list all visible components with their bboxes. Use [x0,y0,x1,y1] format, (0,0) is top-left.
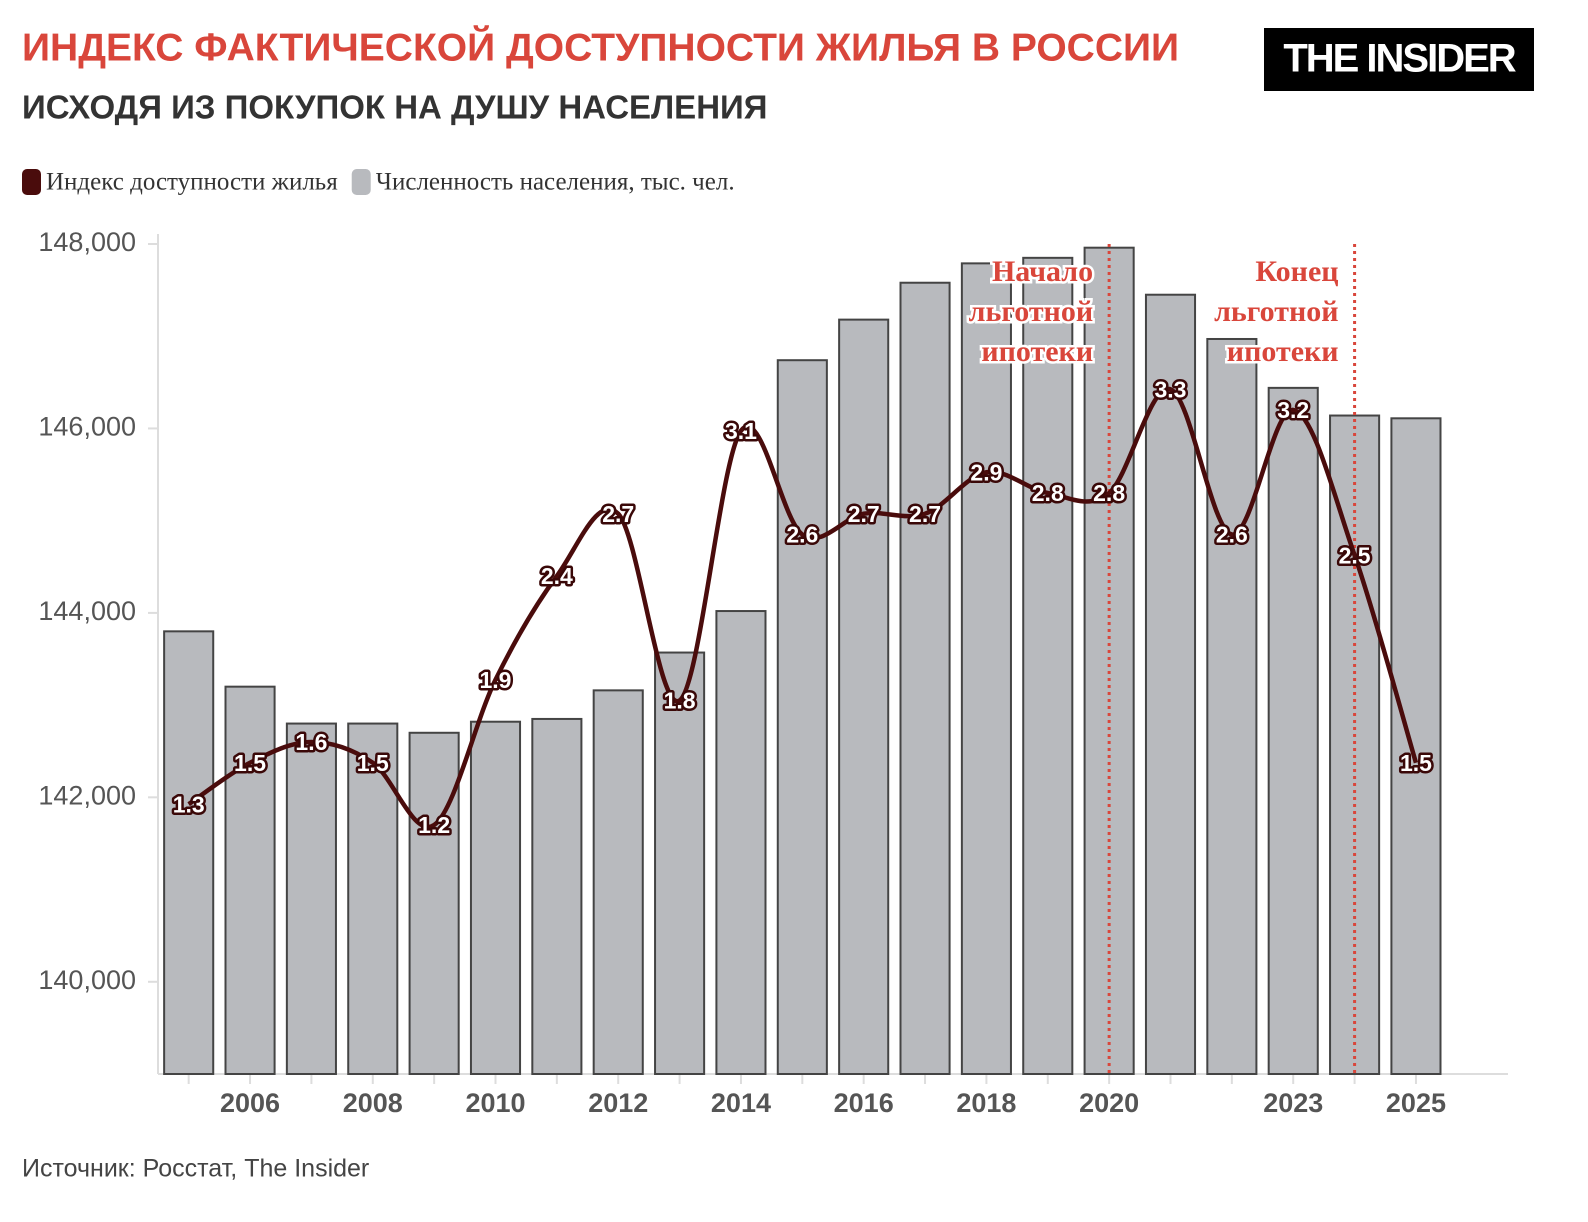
annotation-text: льготной [1214,295,1338,328]
bar [1144,293,1197,1075]
bar [715,610,767,1075]
legend-label: Численность населения, тыс. чел. [376,169,735,196]
data-label: 1.5 [1400,750,1432,776]
bar [224,685,276,1076]
data-label: 2.8 [1032,480,1064,506]
data-label: 2.7 [602,501,634,527]
y-tick-label: 146,000 [38,412,136,442]
legend-label: Индекс доступности жилья [46,169,338,196]
annotation-text: Начало [992,255,1093,288]
x-tick-label: 2016 [834,1088,894,1118]
x-tick-label: 2023 [1263,1088,1323,1118]
y-tick-label: 144,000 [38,596,136,626]
data-label: 1.9 [480,667,512,693]
annotation-text: льготной [969,295,1093,328]
annotation-text: ипотеки [981,335,1093,368]
data-label: 2.8 [1093,480,1125,506]
data-label: 1.3 [173,791,205,817]
annotation-text: Конец [1255,255,1338,288]
legend-swatch [351,169,371,195]
data-label: 3.3 [1155,376,1187,402]
x-tick-label: 2012 [588,1088,648,1118]
y-tick-label: 140,000 [38,965,136,995]
logo-box [1264,28,1534,91]
data-label: 1.2 [418,812,450,838]
bar [1267,386,1319,1076]
index-line [187,386,1419,830]
data-label: 2.4 [541,563,573,589]
data-label: 1.6 [295,729,327,755]
bar [285,722,337,1075]
bar [531,717,583,1075]
bar [347,722,399,1075]
data-label: 2.9 [970,459,1002,485]
bar [592,689,644,1075]
bar [469,720,522,1075]
legend-swatch [22,169,41,195]
bar [1022,256,1074,1076]
y-tick-label: 142,000 [38,780,136,810]
bar [838,318,890,1076]
bar [163,630,215,1075]
data-label: 1.5 [357,750,389,776]
data-label: 3.2 [1277,397,1309,423]
data-label: 1.5 [234,750,266,776]
bar [960,262,1012,1076]
bar [776,359,828,1075]
bar [1206,337,1258,1075]
bar [1329,414,1381,1075]
bar [654,651,706,1075]
chart-subtitle: ИСХОДЯ ИЗ ПОКУПОК НА ДУШУ НАСЕЛЕНИЯ [22,89,767,126]
bar [1390,417,1442,1075]
x-tick-label: 2008 [343,1088,403,1118]
logo: THE INSIDER [1283,37,1516,81]
bar [408,731,460,1075]
data-label: 2.6 [1216,522,1248,548]
x-tick-label: 2014 [711,1088,771,1118]
data-label: 3.1 [725,418,757,444]
annotation-text: ипотеки [1227,335,1339,368]
data-label: 2.7 [909,501,941,527]
chart-title: ИНДЕКС ФАКТИЧЕСКОЙ ДОСТУПНОСТИ ЖИЛЬЯ В Р… [22,24,1179,69]
x-tick-label: 2006 [220,1088,280,1118]
source: Источник: Росстат, The Insider [22,1155,369,1183]
data-label: 2.6 [786,522,818,548]
data-label: 2.5 [1339,542,1371,568]
x-tick-label: 2025 [1386,1088,1446,1118]
x-tick-label: 2020 [1079,1088,1139,1118]
x-tick-label: 2010 [465,1088,525,1118]
y-tick-label: 148,000 [38,227,136,257]
bar [899,281,951,1075]
data-label: 1.8 [664,688,696,714]
x-tick-label: 2018 [956,1088,1016,1118]
data-label: 2.7 [848,501,880,527]
